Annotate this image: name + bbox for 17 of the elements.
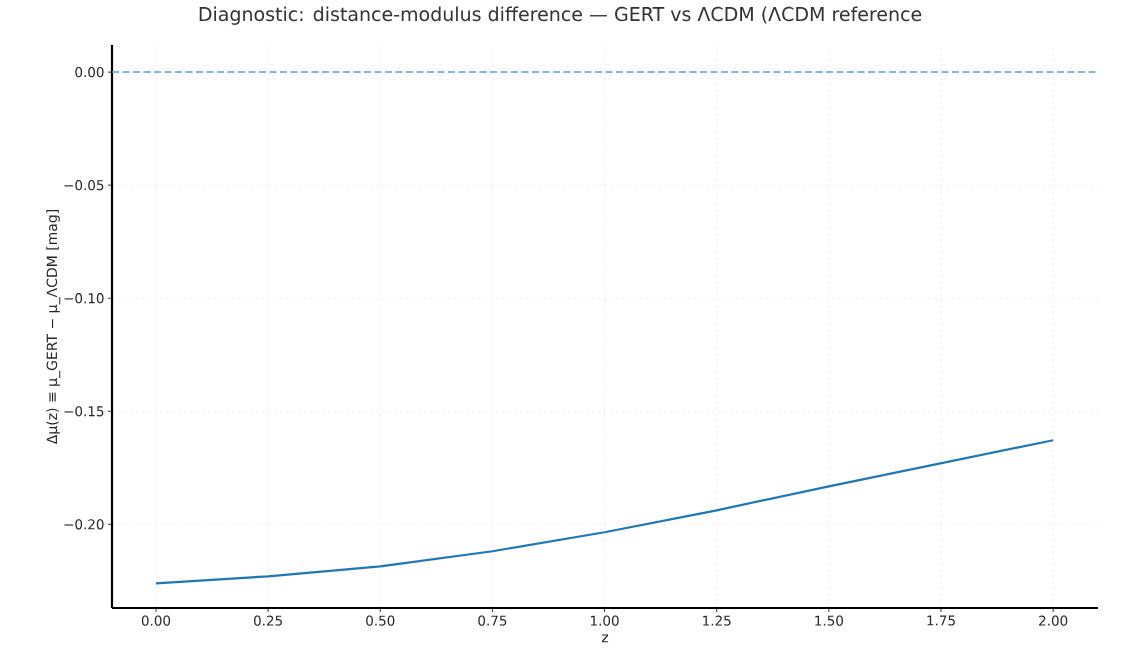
y-tick-label: −0.15 xyxy=(64,406,104,417)
y-tick-label: −0.20 xyxy=(64,519,104,530)
x-tick-label: 0.25 xyxy=(253,615,282,626)
x-tick-label: 0.00 xyxy=(141,615,171,626)
x-tick-label: 2.00 xyxy=(1039,615,1068,626)
chart-title: Diagnostic: distance-modulus difference — GERT vs ΛCDM (ΛCDM reference xyxy=(199,6,922,25)
x-tick-label: 1.25 xyxy=(703,615,731,626)
y-tick-label: 0.00 xyxy=(75,67,104,78)
x-axis-title: z xyxy=(601,634,609,643)
y-axis-title: Δμ(z) ≡ μ_GERT − μ_ΛCDM [mag] xyxy=(46,209,61,445)
y-tick-label: −0.05 xyxy=(64,180,104,191)
x-tick-label: 0.75 xyxy=(478,615,507,626)
y-tick-label: −0.10 xyxy=(64,293,104,304)
x-tick-label: 0.50 xyxy=(366,615,395,626)
x-tick-label: 1.00 xyxy=(591,615,619,626)
x-tick-label: 1.75 xyxy=(927,615,955,626)
x-tick-label: 1.50 xyxy=(815,615,843,626)
